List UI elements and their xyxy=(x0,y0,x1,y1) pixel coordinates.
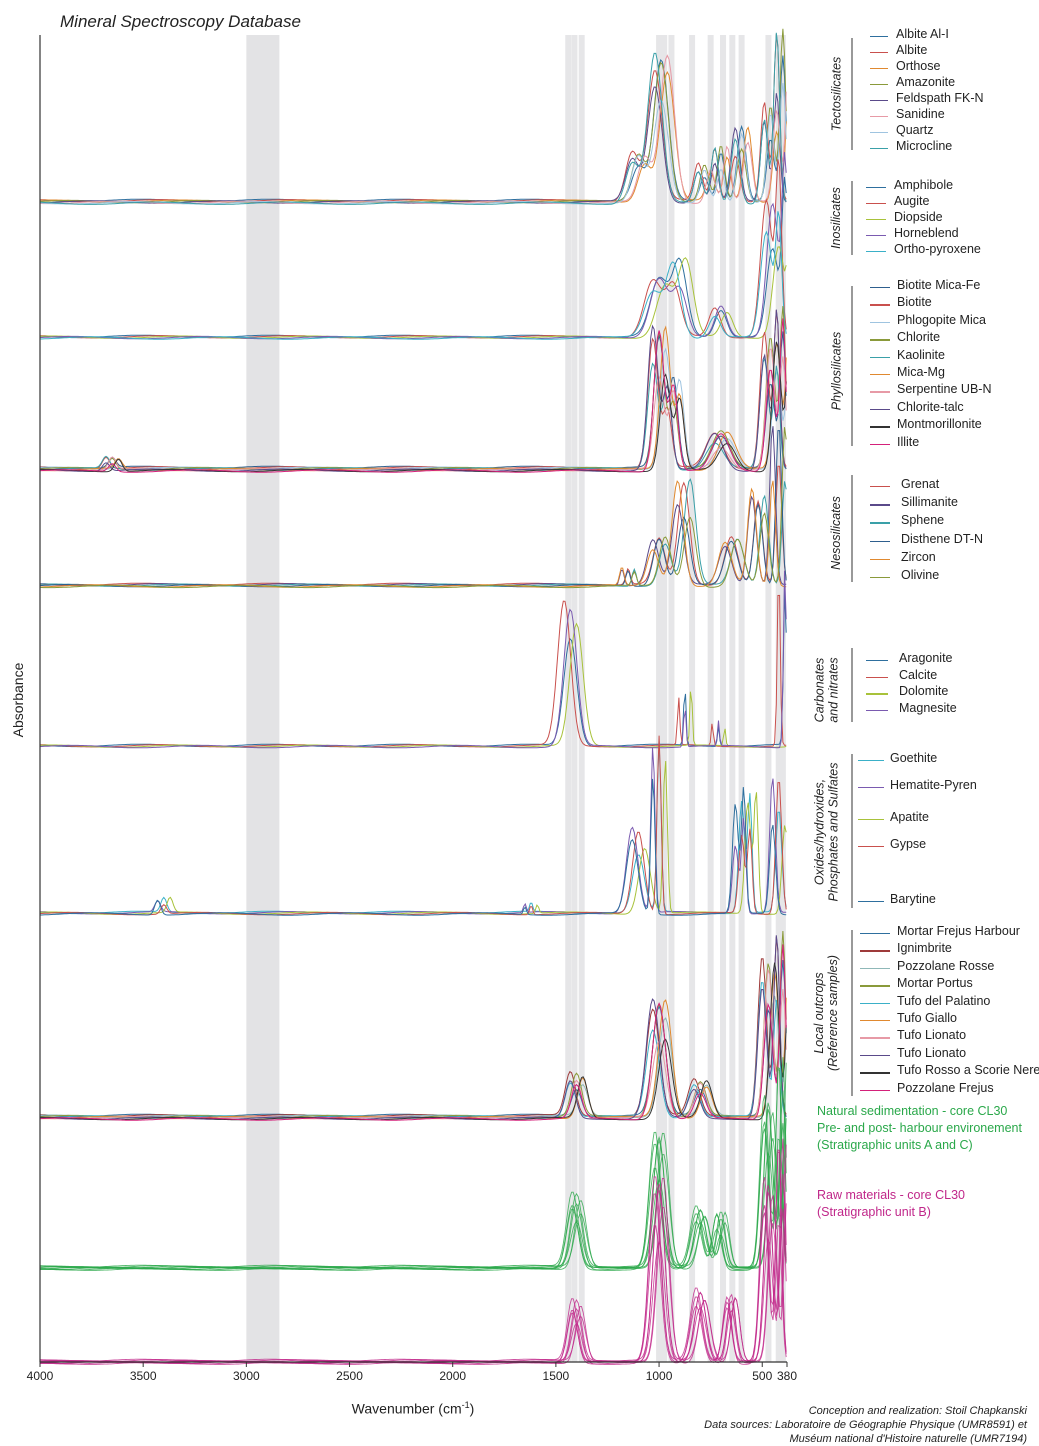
series-line xyxy=(39,962,787,1121)
series-group-5 xyxy=(39,735,787,916)
series-line xyxy=(39,735,787,916)
x-axis-label-end: ) xyxy=(469,1400,475,1417)
x-tick-label: 3500 xyxy=(130,1369,157,1383)
reference-line-2 xyxy=(578,35,585,1362)
series-line xyxy=(40,426,787,587)
x-tick-label: 3000 xyxy=(233,1369,260,1383)
reference-line-3 xyxy=(656,35,663,1362)
series-group-1 xyxy=(39,152,787,340)
series-line xyxy=(39,570,787,749)
series-group-0 xyxy=(39,28,787,205)
series-line xyxy=(40,34,787,203)
x-tick-label: 2500 xyxy=(336,1369,363,1383)
shaded-band-0 xyxy=(246,35,280,1362)
reference-line-12 xyxy=(775,35,782,1362)
series-line xyxy=(40,347,787,470)
reference-line-5 xyxy=(668,35,675,1362)
series-line xyxy=(39,152,787,340)
series-line xyxy=(39,318,787,473)
series-group-6 xyxy=(39,930,787,1121)
series-line xyxy=(40,310,787,470)
sample-line xyxy=(40,1118,787,1269)
series-line xyxy=(40,211,787,340)
x-tick-label: 500 xyxy=(752,1369,772,1383)
reference-line-11 xyxy=(765,35,772,1362)
series-group-4 xyxy=(39,570,787,749)
x-tick-label: 1500 xyxy=(543,1369,570,1383)
credits-line-1: Conception and realization: Stoil Chapka… xyxy=(808,1405,1027,1417)
reference-line-7 xyxy=(707,35,714,1362)
chart-title: Mineral Spectroscopy Database xyxy=(60,12,301,31)
x-axis-label-main: Wavenumber (cm xyxy=(351,1400,462,1417)
series-line xyxy=(40,427,787,589)
x-tick-label: 1000 xyxy=(646,1369,673,1383)
reference-line-0 xyxy=(565,35,572,1362)
series-line xyxy=(40,594,787,748)
x-axis-label-sup: -1 xyxy=(461,1400,470,1410)
series-group-2 xyxy=(39,306,787,473)
series-line xyxy=(39,341,787,473)
reference-line-4 xyxy=(661,35,668,1362)
reference-line-10 xyxy=(738,35,745,1362)
series-line xyxy=(40,246,787,339)
x-axis-label: Wavenumber (cm-1) xyxy=(352,1400,475,1417)
sample-line xyxy=(40,1144,787,1365)
series-line xyxy=(40,995,787,1118)
reference-line-6 xyxy=(689,35,696,1362)
sample-line xyxy=(40,1062,787,1271)
credits-line-2: Data sources: Laboratoire de Géographie … xyxy=(704,1419,1027,1431)
series-line xyxy=(40,622,787,748)
sample-line xyxy=(40,1203,787,1363)
x-tick-label: 380 xyxy=(777,1369,797,1383)
reference-line-9 xyxy=(729,35,736,1362)
series-line xyxy=(40,478,787,587)
x-tick-label: 2000 xyxy=(439,1369,466,1383)
x-tick-label: 4000 xyxy=(27,1369,54,1383)
credits-line-3: Muséum national d'Histoire naturelle (UM… xyxy=(789,1433,1027,1445)
y-axis-label: Absorbance xyxy=(10,662,26,738)
series-line xyxy=(40,760,787,915)
series-line xyxy=(40,54,787,205)
series-line xyxy=(39,944,787,1121)
credits: Conception and realization: Stoil Chapka… xyxy=(704,1404,1027,1446)
series-line xyxy=(40,778,787,916)
reference-line-8 xyxy=(720,35,727,1362)
series-group-3 xyxy=(39,426,787,589)
series-line xyxy=(40,32,787,205)
